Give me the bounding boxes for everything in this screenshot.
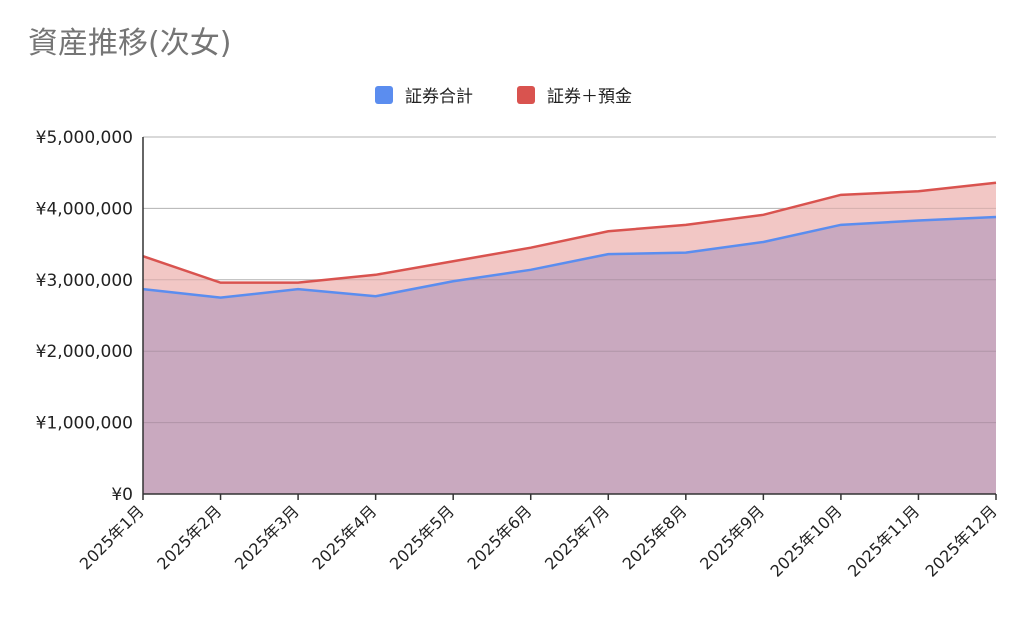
legend-swatch-series1 — [517, 85, 535, 104]
x-tick-label: 2025年8月 — [619, 501, 691, 573]
x-tick-label: 2025年2月 — [153, 501, 225, 573]
y-tick-label: ¥1,000,000 — [36, 414, 133, 434]
x-tick-label: 2025年9月 — [696, 501, 768, 573]
area-series0 — [143, 216, 996, 494]
chart-title: 資産推移(次女) — [28, 26, 232, 61]
x-tick-label: 2025年5月 — [386, 501, 458, 573]
legend-label-series0: 証券合計 — [405, 87, 473, 107]
chart-legend: 証券合計 証券＋預金 — [0, 82, 1024, 107]
x-tick-label: 2025年6月 — [463, 501, 535, 573]
y-tick-label: ¥2,000,000 — [36, 342, 133, 362]
x-tick-label: 2025年7月 — [541, 501, 613, 573]
x-tick-label: 2025年10月 — [766, 501, 845, 580]
legend-item-series1[interactable]: 証券＋預金 — [517, 82, 632, 107]
y-tick-label: ¥5,000,000 — [36, 128, 133, 148]
x-tick-label: 2025年1月 — [76, 501, 148, 573]
y-tick-label: ¥4,000,000 — [36, 199, 133, 219]
x-tick-label: 2025年11月 — [844, 501, 923, 580]
legend-item-series0[interactable]: 証券合計 — [375, 82, 473, 107]
line-series1 — [142, 181, 997, 284]
legend-label-series1: 証券＋預金 — [547, 87, 632, 107]
x-tick-label: 2025年3月 — [231, 501, 303, 573]
legend-swatch-series0 — [375, 85, 393, 104]
y-tick-label: ¥3,000,000 — [36, 271, 133, 291]
x-tick-label: 2025年4月 — [308, 501, 380, 573]
y-tick-label: ¥0 — [111, 485, 133, 505]
line-series0 — [142, 215, 997, 299]
x-tick-label: 2025年12月 — [922, 501, 1001, 580]
